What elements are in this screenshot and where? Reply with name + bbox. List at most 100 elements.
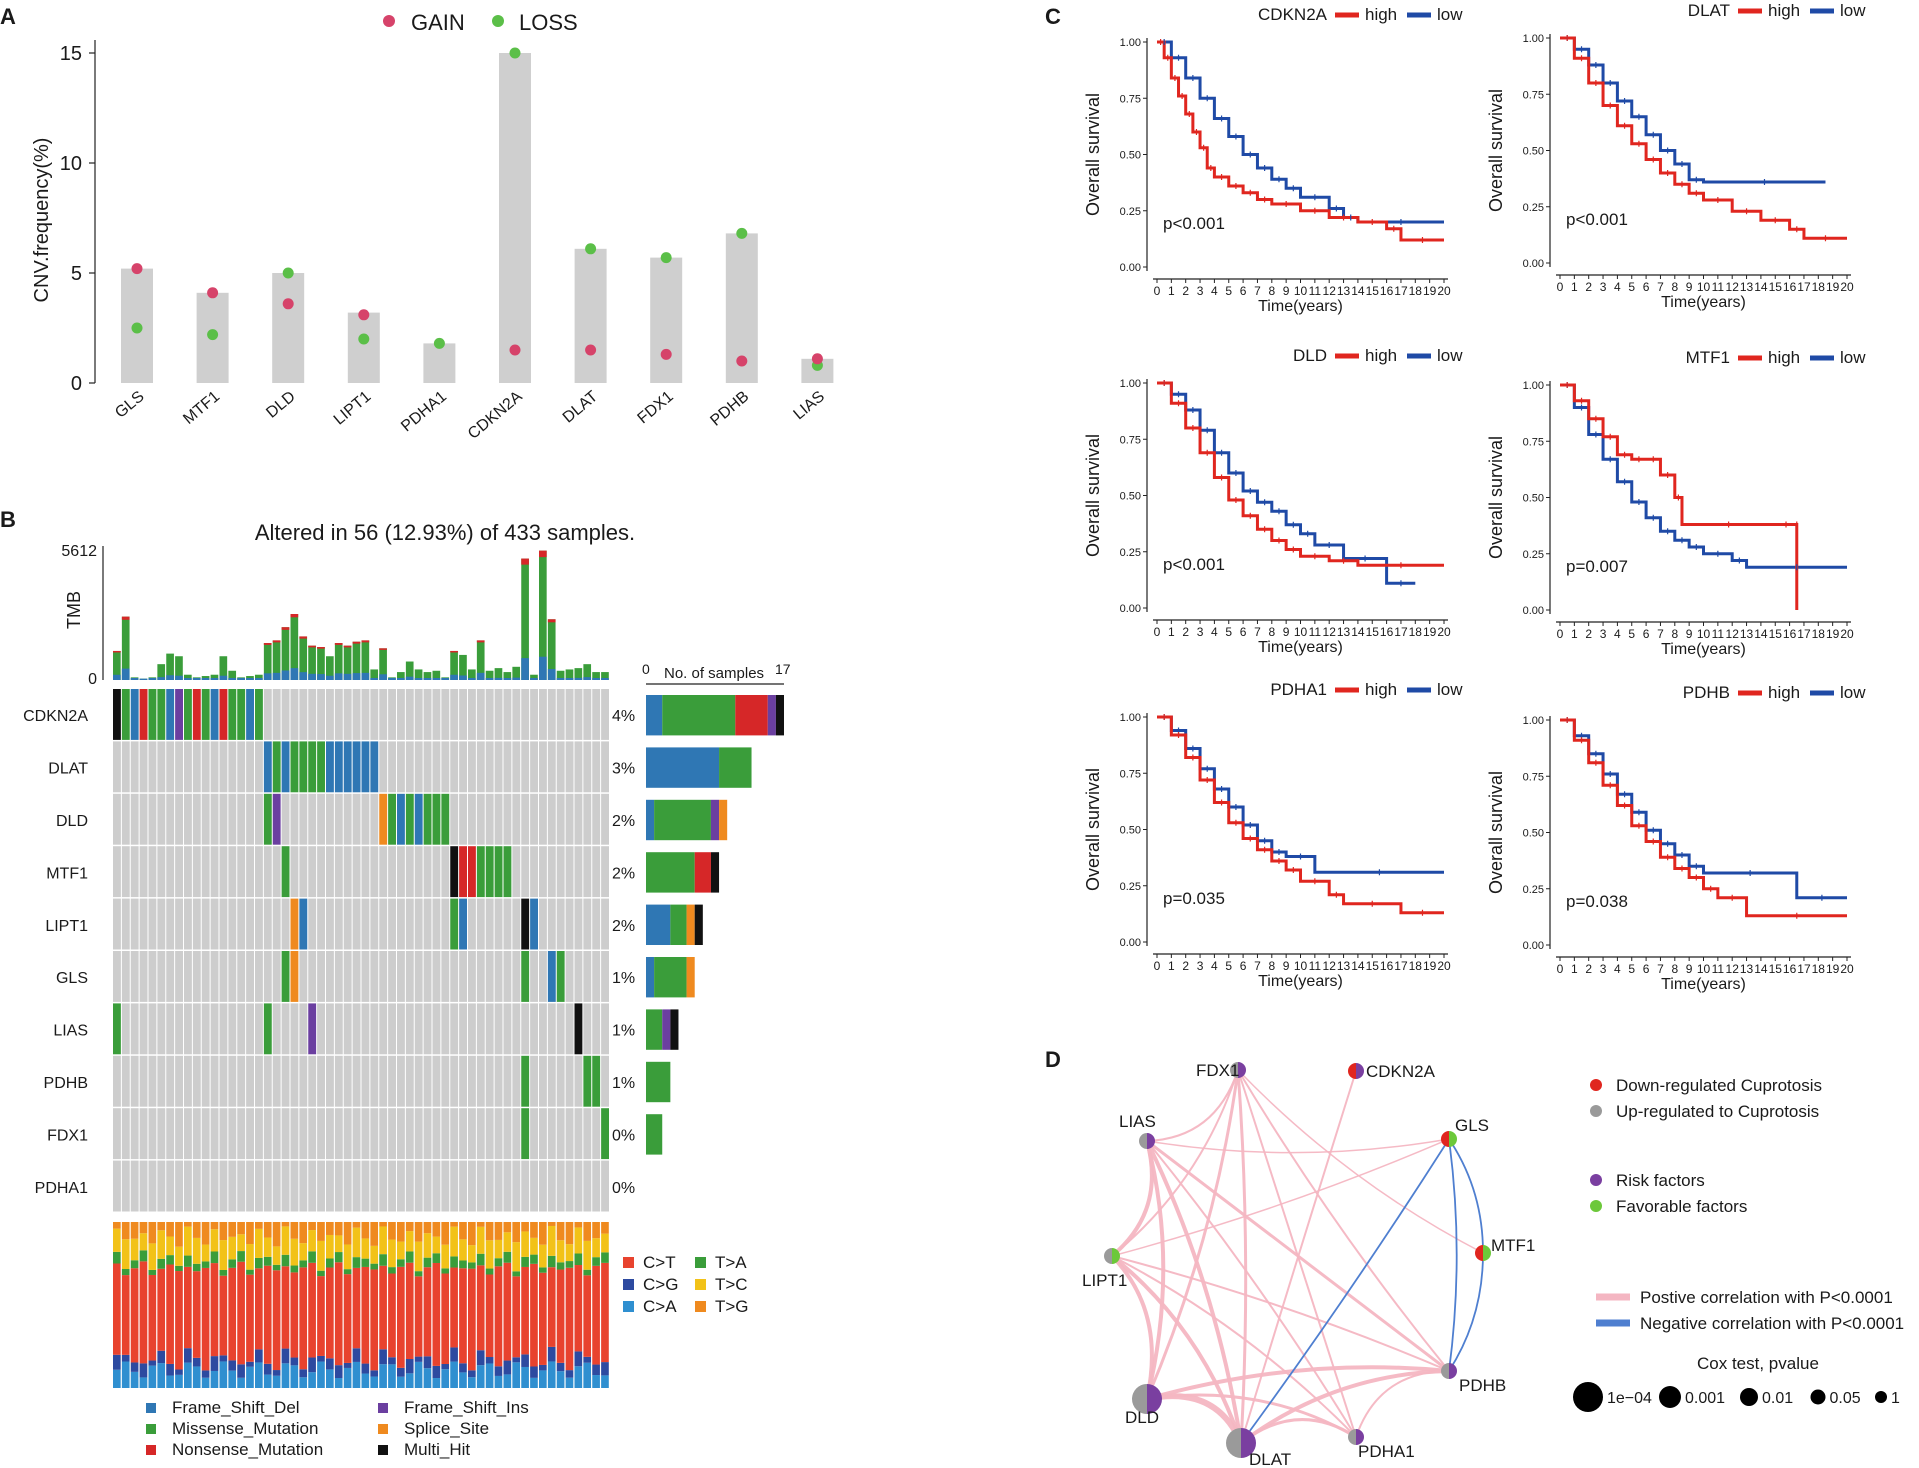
- onco-cell: [574, 793, 583, 845]
- onco-cell: [228, 1055, 237, 1107]
- titv-segment: [476, 1365, 485, 1388]
- titv-segment: [237, 1377, 245, 1388]
- onco-cell: [361, 1055, 370, 1107]
- km-xtick-label: 0: [1557, 962, 1564, 976]
- onco-cell: [547, 846, 556, 898]
- onco-cell: [352, 1108, 361, 1160]
- onco-cell: [121, 951, 130, 1002]
- a-loss-point: [282, 267, 294, 279]
- titv-segment: [494, 1258, 503, 1267]
- onco-cell: [601, 741, 609, 793]
- onco-cell: [530, 1055, 538, 1107]
- titv-segment: [166, 1255, 174, 1265]
- onco-cell: [361, 951, 370, 1002]
- km-xtick-label: 5: [1628, 280, 1635, 294]
- titv-segment: [530, 1263, 538, 1367]
- km-xtick-label: 10: [1697, 627, 1711, 641]
- onco-cell: [441, 689, 450, 740]
- titv-segment: [210, 1222, 219, 1230]
- onco-cell: [423, 741, 432, 793]
- tmb-bar-del: [370, 678, 379, 680]
- titv-segment: [405, 1262, 414, 1360]
- tmb-bar-del: [272, 672, 281, 680]
- onco-cell: [397, 951, 405, 1002]
- titv-segment: [113, 1228, 121, 1252]
- titv-legend-swatch: [695, 1279, 706, 1290]
- onco-cell: [441, 1160, 450, 1212]
- a-bar: [272, 273, 305, 383]
- node-label: PDHB: [1459, 1376, 1506, 1395]
- titv-segment: [459, 1239, 467, 1261]
- titv-segment: [592, 1265, 600, 1365]
- km-xtick-label: 17: [1394, 959, 1408, 973]
- legend-negative-label: Negative correlation with P<0.0001: [1640, 1314, 1904, 1333]
- onco-cell: [148, 846, 157, 898]
- onco-cell: [414, 898, 423, 950]
- onco-cell: [494, 689, 503, 740]
- km-xtick-label: 5: [1225, 959, 1232, 973]
- onco-cell: [512, 793, 521, 845]
- tmb-bar: [432, 670, 441, 680]
- onco-cell: [539, 1108, 547, 1160]
- km-ytick-label: 0.75: [1120, 93, 1141, 105]
- a-bar: [347, 312, 380, 383]
- km-xtick-label: 2: [1585, 962, 1592, 976]
- positive-edge: [1146, 1140, 1357, 1438]
- a-gain-point: [660, 348, 672, 360]
- tmb-bar-nonsense: [290, 614, 299, 618]
- titv-segment: [272, 1270, 281, 1371]
- tmb-bar: [379, 648, 387, 680]
- onco-cell: [370, 1055, 379, 1107]
- onco-cell: [281, 1160, 290, 1212]
- onco-cell: [574, 689, 583, 740]
- onco-cell: [148, 793, 157, 845]
- onco-cell: [601, 689, 609, 740]
- onco-cell: [468, 1003, 476, 1055]
- positive-edge: [1237, 1069, 1484, 1254]
- km-xtick-label: 0: [1557, 627, 1564, 641]
- onco-cell: [423, 1160, 432, 1212]
- negative-edge: [1448, 1138, 1484, 1254]
- onco-cell: [405, 1055, 414, 1107]
- onco-cell: [246, 793, 254, 845]
- onco-cell: [530, 793, 538, 845]
- titv-segment: [441, 1244, 450, 1269]
- onco-cell: [547, 741, 556, 793]
- titv-segment: [184, 1226, 192, 1256]
- percent-label: 2%: [612, 865, 635, 882]
- onco-cell: [219, 1108, 228, 1160]
- km-xtick-label: 5: [1628, 627, 1635, 641]
- onco-cell: [343, 689, 352, 740]
- km-xtick-label: 16: [1783, 627, 1797, 641]
- titv-segment: [485, 1274, 494, 1358]
- km-xtick-label: 5: [1628, 962, 1635, 976]
- km-ytick-label: 0.00: [1523, 605, 1544, 617]
- onco-cell: [459, 741, 467, 793]
- a-xtick-label: MTF1: [180, 388, 223, 428]
- variant-legend-swatch: [378, 1424, 388, 1434]
- km-xtick-label: 8: [1268, 284, 1275, 298]
- tmb-bar: [113, 650, 121, 680]
- km-xtick-label: 2: [1182, 625, 1189, 639]
- onco-cell: [299, 951, 308, 1002]
- titv-segment: [521, 1256, 529, 1267]
- onco-cell: [219, 1055, 228, 1107]
- onco-cell: [468, 951, 476, 1002]
- network-nodes: FDX1 CDKN2A LIAS GLS LIPT1 MTF1 DLD PDHB DLAT PDH…: [1082, 1061, 1535, 1468]
- titv-segment: [574, 1253, 583, 1266]
- gene-label: PDHB: [44, 1075, 88, 1092]
- km-xtick-label: 7: [1254, 959, 1261, 973]
- node-reg-half: [1139, 1133, 1147, 1149]
- tmb-bar-nonsense: [521, 558, 529, 565]
- km-xtick-label: 19: [1826, 962, 1840, 976]
- titv-segment: [539, 1364, 547, 1371]
- tmb-bar-del: [441, 678, 450, 680]
- titv-segment: [601, 1222, 609, 1234]
- titv-segment: [166, 1236, 174, 1256]
- node-factor-half: [1449, 1131, 1457, 1147]
- sample-count-segment: [646, 957, 655, 998]
- sample-count-segment: [735, 695, 768, 736]
- onco-cell: [113, 1055, 121, 1107]
- onco-cell: [388, 1108, 396, 1160]
- loss-legend-label: LOSS: [519, 10, 578, 35]
